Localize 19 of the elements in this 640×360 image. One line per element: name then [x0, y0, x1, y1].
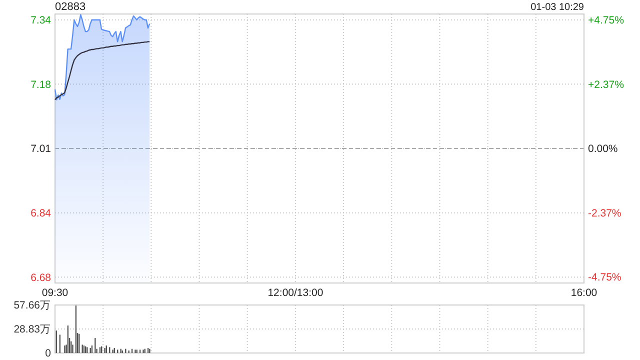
line-series	[54, 41, 150, 100]
y-tick-label: 7.34	[30, 14, 52, 27]
y-tick-label: 57.66万	[14, 300, 51, 312]
y-tick-label: 7.18	[30, 78, 52, 91]
y2-tick-label: 0.00%	[588, 143, 618, 156]
x-tick-label: 12:00/13:00	[268, 287, 324, 299]
chart-title: 02883	[55, 1, 86, 13]
y-tick-label: 7.01	[30, 143, 52, 156]
y-tick-label: 28.83万	[14, 324, 51, 336]
x-tick-label: 16:00	[570, 287, 598, 299]
y2-tick-label: +2.37%	[588, 78, 624, 91]
y2-tick-label: +4.75%	[588, 14, 624, 27]
y2-tick-label: -2.37%	[588, 207, 622, 220]
y-tick-label: 6.84	[30, 208, 52, 220]
text: 01-03 10:29	[530, 2, 584, 13]
y-tick-label: 6.68	[30, 272, 52, 284]
y2-tick-label: -4.75%	[588, 272, 622, 284]
x-tick-label: 09:30	[42, 287, 68, 299]
y-tick-label: 0	[45, 348, 52, 360]
